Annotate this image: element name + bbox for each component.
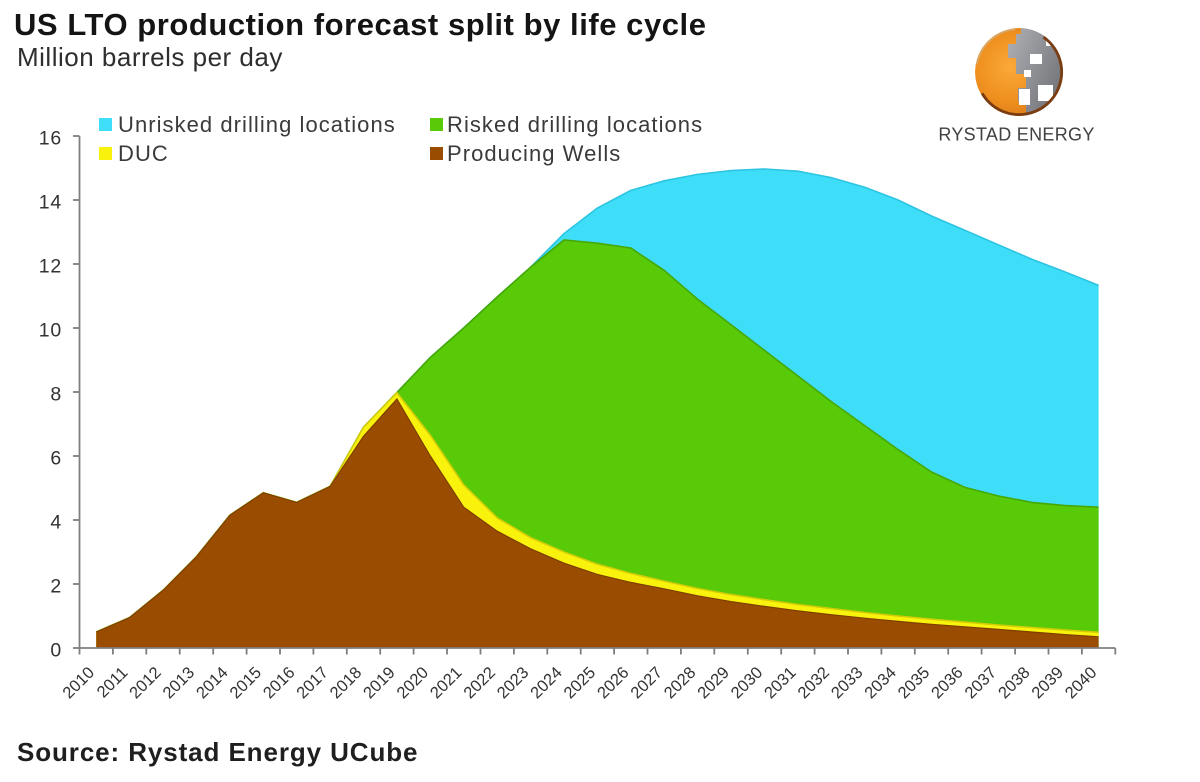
svg-text:2025: 2025 [561, 664, 600, 703]
svg-text:2030: 2030 [728, 664, 767, 703]
svg-text:4: 4 [50, 512, 62, 534]
svg-text:2015: 2015 [226, 664, 265, 703]
svg-text:2: 2 [50, 576, 62, 598]
svg-text:2027: 2027 [627, 664, 666, 703]
svg-text:2035: 2035 [895, 664, 934, 703]
svg-text:2014: 2014 [193, 664, 232, 703]
svg-text:2020: 2020 [393, 664, 432, 703]
svg-text:6: 6 [50, 448, 62, 470]
svg-text:2022: 2022 [460, 664, 499, 703]
svg-text:2013: 2013 [160, 664, 199, 703]
svg-text:2017: 2017 [293, 664, 332, 703]
svg-text:8: 8 [50, 384, 62, 406]
svg-text:16: 16 [39, 128, 62, 150]
svg-text:2038: 2038 [995, 664, 1034, 703]
svg-text:10: 10 [39, 320, 62, 342]
svg-text:2023: 2023 [494, 664, 533, 703]
svg-text:2019: 2019 [360, 664, 399, 703]
svg-text:2012: 2012 [126, 664, 165, 703]
svg-text:14: 14 [39, 192, 62, 214]
svg-text:2039: 2039 [1028, 664, 1067, 703]
svg-text:2032: 2032 [794, 664, 833, 703]
svg-text:2033: 2033 [828, 664, 867, 703]
svg-text:2029: 2029 [694, 664, 733, 703]
svg-text:2034: 2034 [861, 664, 900, 703]
svg-text:2021: 2021 [427, 664, 466, 703]
svg-text:2018: 2018 [327, 664, 366, 703]
svg-text:0: 0 [50, 640, 62, 662]
svg-text:2037: 2037 [962, 664, 1001, 703]
svg-text:2028: 2028 [661, 664, 700, 703]
svg-text:2016: 2016 [260, 664, 299, 703]
svg-text:12: 12 [39, 256, 62, 278]
svg-text:2036: 2036 [928, 664, 967, 703]
svg-text:2010: 2010 [59, 664, 98, 703]
svg-text:2011: 2011 [94, 664, 132, 702]
svg-text:2026: 2026 [594, 664, 633, 703]
svg-text:2031: 2031 [761, 664, 800, 703]
svg-text:2024: 2024 [527, 664, 566, 703]
svg-text:2040: 2040 [1062, 664, 1101, 703]
svg-text:RYSTAD ENERGY: RYSTAD ENERGY [938, 125, 1094, 145]
